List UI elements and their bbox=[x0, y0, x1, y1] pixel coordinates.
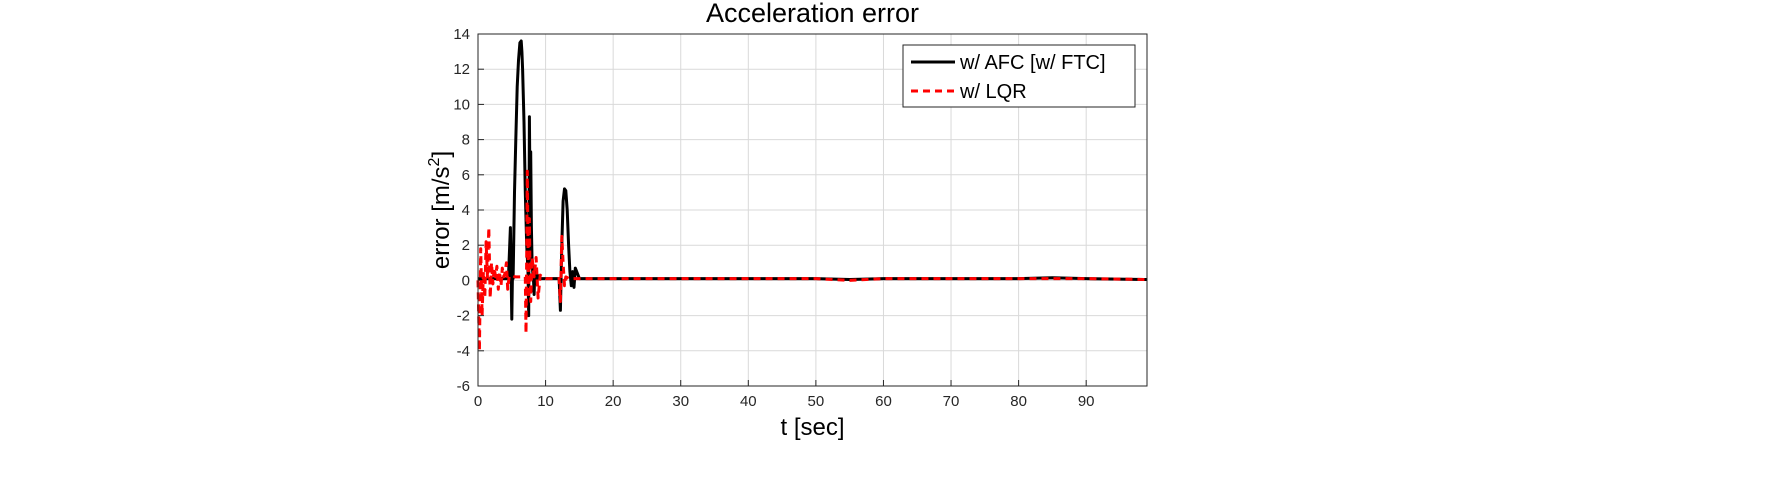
x-tick-label: 90 bbox=[1078, 393, 1095, 410]
x-tick-label: 60 bbox=[875, 393, 892, 410]
x-tick-label: 40 bbox=[740, 393, 757, 410]
series-line-lqr bbox=[476, 169, 1148, 353]
y-tick-label: 8 bbox=[462, 132, 470, 149]
y-tick-label: 4 bbox=[462, 202, 470, 219]
x-tick-label: 70 bbox=[943, 393, 960, 410]
y-axis-label-base: error [m/s bbox=[428, 166, 455, 269]
x-tick-label: 50 bbox=[808, 393, 825, 410]
y-axis-label-superscript: 2 bbox=[426, 157, 443, 166]
tick-labels: 0 10 20 30 40 50 60 70 80 90 -6 -4 -2 0 2 4 6 8 10 12 14 bbox=[453, 26, 1094, 410]
series-layer bbox=[476, 39, 1148, 353]
y-tick-label: 0 bbox=[462, 272, 470, 289]
plot-frame bbox=[477, 33, 1148, 387]
y-axis-label-suffix: ] bbox=[428, 151, 455, 158]
x-tick-label: 0 bbox=[474, 393, 482, 410]
x-tick-label: 20 bbox=[605, 393, 622, 410]
y-tick-label: 10 bbox=[453, 96, 470, 113]
y-tick-label: 6 bbox=[462, 167, 470, 184]
legend: w/ AFC [w/ FTC] w/ LQR bbox=[902, 44, 1136, 108]
y-tick-label: -6 bbox=[457, 378, 470, 395]
y-tick-label: 2 bbox=[462, 237, 470, 254]
y-tick-label: -2 bbox=[457, 308, 470, 325]
y-tick-label: -4 bbox=[457, 343, 470, 360]
y-tick-label: 12 bbox=[453, 61, 470, 78]
x-tick-label: 10 bbox=[537, 393, 554, 410]
y-axis-label: error [m/s2] bbox=[426, 151, 455, 269]
legend-label-lqr: w/ LQR bbox=[959, 81, 1027, 103]
chart-title: Acceleration error bbox=[706, 0, 919, 28]
legend-box bbox=[902, 44, 1136, 108]
x-tick-label: 80 bbox=[1010, 393, 1027, 410]
y-tick-label: 14 bbox=[453, 26, 470, 43]
legend-label-afc: w/ AFC [w/ FTC] bbox=[959, 52, 1106, 74]
x-tick-label: 30 bbox=[672, 393, 689, 410]
x-axis-label: t [sec] bbox=[780, 414, 844, 441]
